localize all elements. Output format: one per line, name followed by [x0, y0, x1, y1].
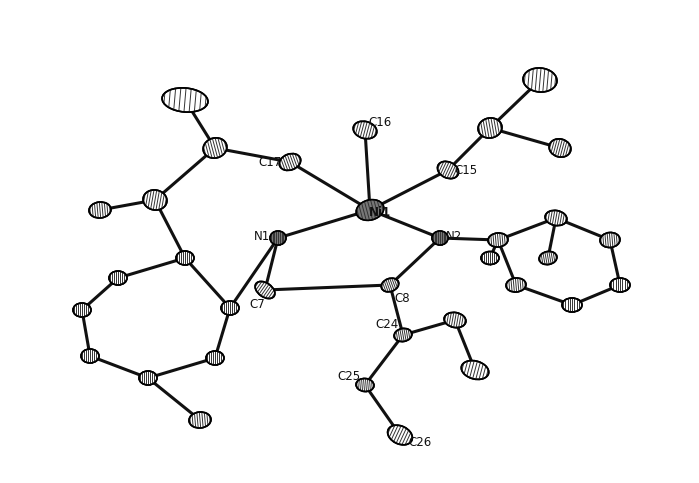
Ellipse shape — [73, 303, 91, 317]
Ellipse shape — [523, 68, 557, 92]
Ellipse shape — [488, 233, 508, 247]
Ellipse shape — [221, 301, 239, 315]
Ellipse shape — [388, 425, 412, 445]
Text: N2: N2 — [446, 229, 462, 242]
Text: C16: C16 — [368, 115, 391, 128]
Ellipse shape — [478, 118, 502, 138]
Ellipse shape — [89, 202, 111, 218]
Ellipse shape — [461, 361, 489, 380]
Ellipse shape — [203, 138, 227, 158]
Ellipse shape — [189, 412, 211, 428]
Text: C26: C26 — [408, 437, 431, 450]
Ellipse shape — [176, 251, 194, 265]
Ellipse shape — [394, 328, 412, 341]
Ellipse shape — [356, 199, 384, 220]
Ellipse shape — [109, 271, 127, 285]
Text: C15: C15 — [454, 164, 477, 176]
Ellipse shape — [481, 252, 499, 265]
Ellipse shape — [432, 231, 448, 245]
Ellipse shape — [381, 278, 398, 292]
Ellipse shape — [562, 298, 582, 312]
Text: C24: C24 — [375, 318, 398, 331]
Text: Ni1: Ni1 — [369, 207, 391, 219]
Ellipse shape — [610, 278, 630, 292]
Ellipse shape — [81, 349, 99, 363]
Ellipse shape — [432, 231, 448, 245]
Ellipse shape — [270, 231, 286, 245]
Ellipse shape — [139, 371, 157, 385]
Text: C17: C17 — [259, 156, 282, 169]
Ellipse shape — [255, 282, 275, 298]
Ellipse shape — [506, 278, 526, 292]
Text: C8: C8 — [394, 293, 410, 306]
Text: C7: C7 — [249, 298, 265, 311]
Ellipse shape — [444, 313, 466, 327]
Ellipse shape — [206, 351, 224, 365]
Ellipse shape — [162, 88, 208, 112]
Ellipse shape — [353, 121, 377, 139]
Ellipse shape — [438, 161, 459, 179]
Ellipse shape — [539, 252, 557, 265]
Ellipse shape — [270, 231, 286, 245]
Text: N1: N1 — [254, 229, 270, 242]
Ellipse shape — [545, 211, 567, 226]
Ellipse shape — [356, 199, 384, 220]
Ellipse shape — [356, 379, 374, 392]
Ellipse shape — [600, 232, 620, 247]
Text: C25: C25 — [338, 370, 361, 384]
Ellipse shape — [143, 190, 167, 210]
Ellipse shape — [549, 139, 571, 157]
Ellipse shape — [280, 154, 301, 170]
